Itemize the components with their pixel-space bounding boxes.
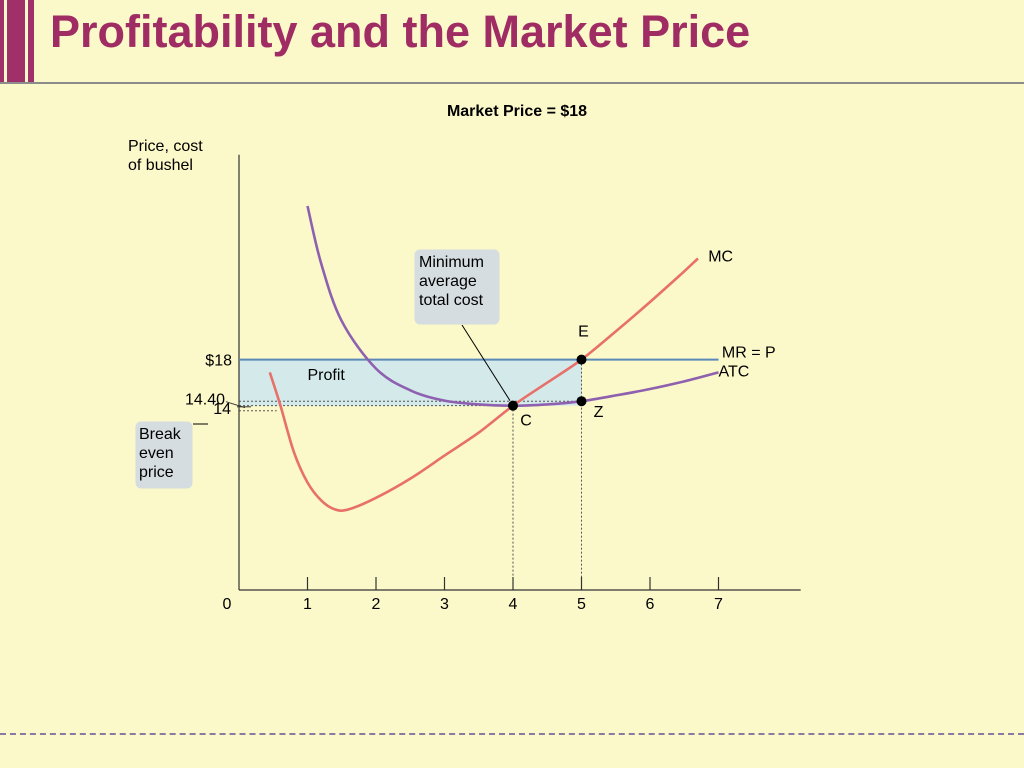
point-z-marker — [576, 396, 587, 407]
break-even-callout-text: even — [139, 445, 174, 462]
minimum-atc-callout-text: Minimum — [419, 254, 484, 271]
atc-curve — [306, 205, 719, 408]
footer-dashed-divider — [0, 733, 1024, 735]
minimum-atc-callout-box — [413, 248, 501, 326]
y-axis-label-line-2: of bushel — [128, 157, 193, 174]
point-c-marker — [508, 400, 518, 411]
point-z-label: Z — [594, 404, 604, 421]
profit-area — [239, 359, 582, 406]
x-tick-label: 5 — [577, 596, 586, 613]
point-e-label: E — [578, 324, 589, 341]
y-axis-label-line-1: Price, cost — [128, 138, 203, 155]
x-origin-label: 0 — [223, 596, 232, 613]
minimum-atc-callout-text: average — [419, 273, 477, 290]
title-bar-stripe — [28, 0, 34, 82]
x-tick-label: 3 — [440, 596, 449, 613]
profit-label: Profit — [308, 367, 346, 384]
mc-curve — [268, 257, 699, 512]
x-tick-label: 6 — [646, 596, 655, 613]
title-bar-stripe — [0, 0, 4, 82]
point-c-label: C — [520, 413, 532, 430]
atc-series-label: ATC — [719, 363, 750, 380]
y-tick-label: $18 — [205, 353, 232, 370]
minimum-atc-leader-line — [461, 324, 511, 401]
title-divider — [0, 82, 1024, 84]
slide-title: Profitability and the Market Price — [50, 6, 751, 57]
x-tick-label: 2 — [372, 596, 381, 613]
x-tick-label: 1 — [303, 596, 312, 613]
y-tick-label: 14.40 — [185, 392, 225, 409]
mc-series-label: MC — [708, 248, 733, 265]
break-even-callout-box — [134, 420, 194, 490]
y-tick-label: 14 — [213, 401, 231, 418]
point-e-marker — [576, 354, 587, 365]
chart-title: Market Price = $18 — [447, 103, 587, 120]
mr-series-label: MR = P — [722, 345, 776, 362]
x-tick-label: 7 — [714, 596, 723, 613]
break-even-callout-text: price — [139, 464, 174, 481]
x-tick-label: 4 — [509, 596, 518, 613]
minimum-atc-callout-text: total cost — [419, 292, 484, 309]
title-bar-stripe — [7, 0, 25, 82]
break-even-callout-text: Break — [139, 426, 182, 443]
